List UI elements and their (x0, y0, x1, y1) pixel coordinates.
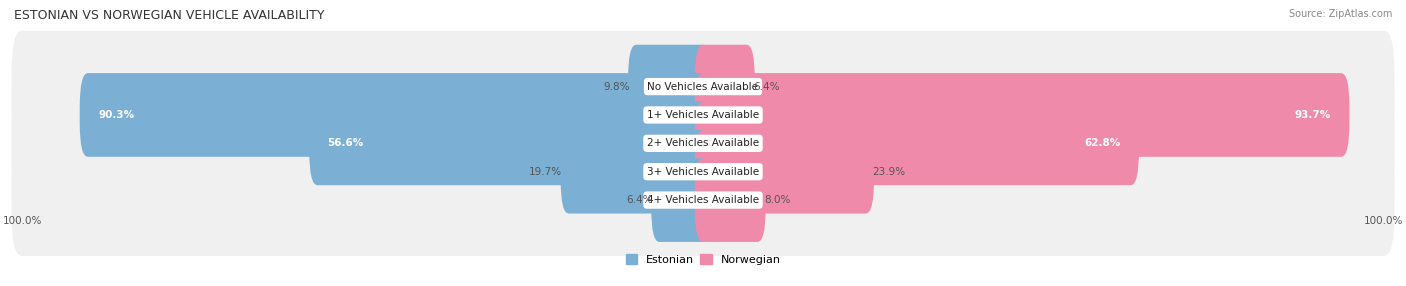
Text: 6.4%: 6.4% (754, 82, 780, 92)
FancyBboxPatch shape (80, 73, 711, 157)
FancyBboxPatch shape (695, 45, 755, 128)
FancyBboxPatch shape (628, 45, 711, 128)
Text: No Vehicles Available: No Vehicles Available (648, 82, 758, 92)
FancyBboxPatch shape (695, 130, 875, 214)
FancyBboxPatch shape (11, 88, 1395, 199)
FancyBboxPatch shape (695, 102, 1139, 185)
Text: ESTONIAN VS NORWEGIAN VEHICLE AVAILABILITY: ESTONIAN VS NORWEGIAN VEHICLE AVAILABILI… (14, 9, 325, 21)
Legend: Estonian, Norwegian: Estonian, Norwegian (626, 255, 780, 265)
Text: 62.8%: 62.8% (1084, 138, 1121, 148)
FancyBboxPatch shape (651, 158, 711, 242)
Text: 4+ Vehicles Available: 4+ Vehicles Available (647, 195, 759, 205)
Text: 93.7%: 93.7% (1295, 110, 1331, 120)
Text: 8.0%: 8.0% (765, 195, 790, 205)
Text: 90.3%: 90.3% (98, 110, 134, 120)
FancyBboxPatch shape (11, 59, 1395, 171)
Text: 2+ Vehicles Available: 2+ Vehicles Available (647, 138, 759, 148)
FancyBboxPatch shape (11, 31, 1395, 142)
FancyBboxPatch shape (561, 130, 711, 214)
Text: Source: ZipAtlas.com: Source: ZipAtlas.com (1288, 9, 1392, 19)
FancyBboxPatch shape (309, 102, 711, 185)
Text: 9.8%: 9.8% (603, 82, 630, 92)
Text: 19.7%: 19.7% (529, 167, 562, 177)
FancyBboxPatch shape (11, 144, 1395, 256)
FancyBboxPatch shape (695, 73, 1350, 157)
Text: 23.9%: 23.9% (873, 167, 905, 177)
FancyBboxPatch shape (11, 116, 1395, 228)
Text: 1+ Vehicles Available: 1+ Vehicles Available (647, 110, 759, 120)
Text: 3+ Vehicles Available: 3+ Vehicles Available (647, 167, 759, 177)
FancyBboxPatch shape (695, 158, 766, 242)
Text: 100.0%: 100.0% (3, 216, 42, 226)
Text: 56.6%: 56.6% (328, 138, 364, 148)
Text: 100.0%: 100.0% (1364, 216, 1403, 226)
Text: 6.4%: 6.4% (626, 195, 652, 205)
